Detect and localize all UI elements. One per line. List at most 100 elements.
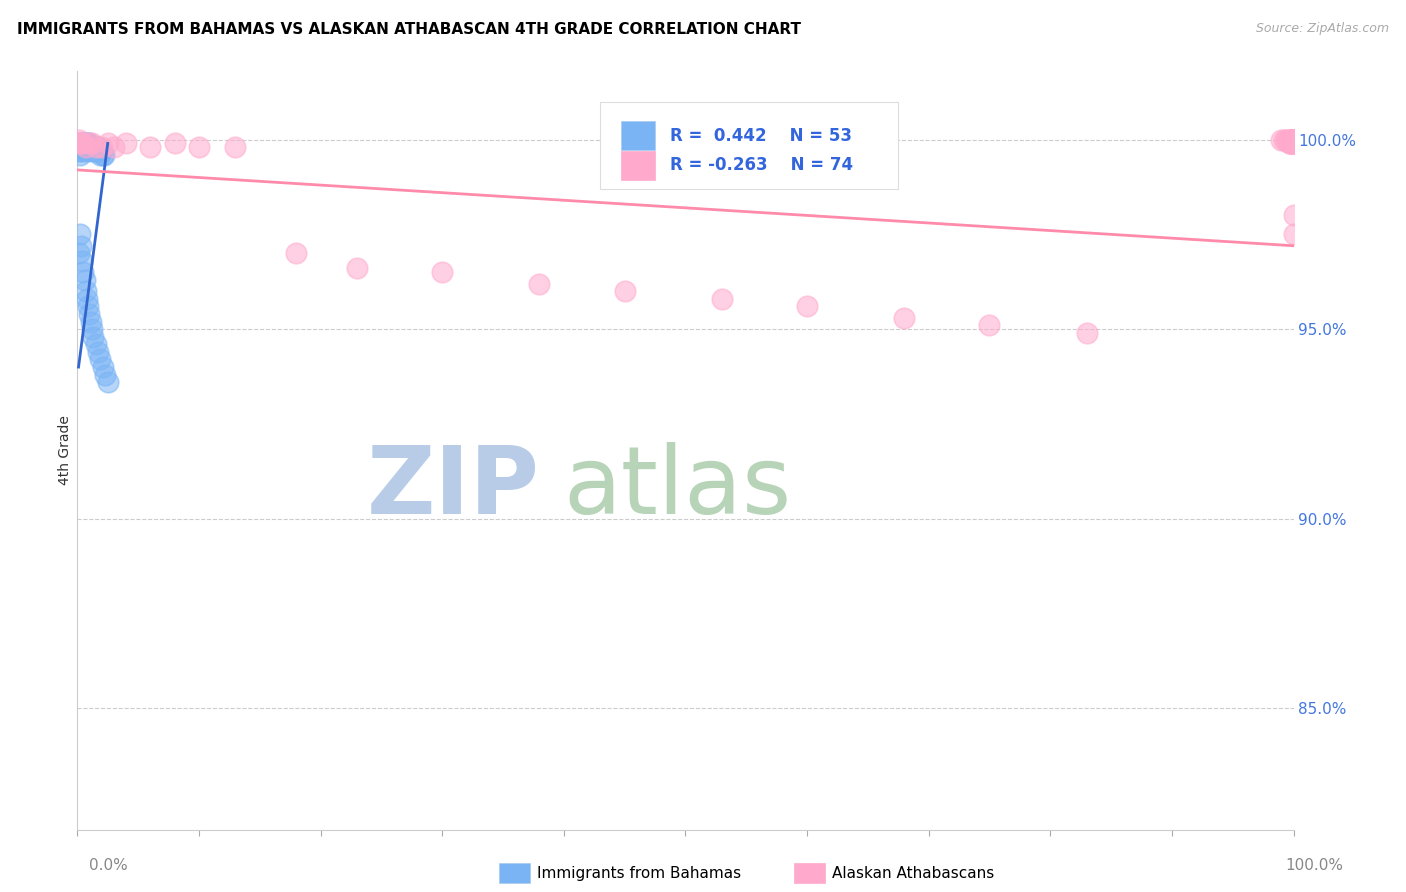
Point — [1277, 132, 1299, 146]
Point — [1281, 132, 1303, 146]
Point — [1282, 208, 1305, 222]
Point — [69, 136, 91, 151]
Point — [82, 144, 104, 158]
Point — [1282, 132, 1305, 146]
Point — [70, 253, 93, 268]
Point — [1279, 136, 1302, 151]
Point — [70, 140, 93, 154]
Point — [79, 136, 101, 151]
Text: IMMIGRANTS FROM BAHAMAS VS ALASKAN ATHABASCAN 4TH GRADE CORRELATION CHART: IMMIGRANTS FROM BAHAMAS VS ALASKAN ATHAB… — [17, 22, 801, 37]
Point — [84, 144, 107, 158]
Point — [710, 292, 733, 306]
Point — [224, 140, 246, 154]
Point — [76, 292, 98, 306]
Point — [67, 246, 90, 260]
Point — [84, 337, 107, 351]
Point — [346, 261, 368, 276]
Point — [75, 140, 97, 154]
Point — [91, 147, 114, 161]
Point — [80, 314, 103, 328]
Point — [1282, 136, 1305, 151]
Text: atlas: atlas — [564, 442, 792, 534]
Point — [67, 140, 90, 154]
Point — [73, 144, 96, 158]
Point — [80, 136, 103, 151]
Point — [430, 265, 453, 279]
Point — [1282, 132, 1305, 146]
Point — [91, 359, 114, 374]
Point — [75, 140, 97, 154]
Point — [75, 136, 97, 151]
Point — [89, 144, 111, 158]
Point — [79, 307, 101, 321]
Point — [90, 140, 112, 154]
Point — [75, 284, 97, 298]
Point — [80, 140, 103, 154]
Point — [80, 322, 103, 336]
Text: Source: ZipAtlas.com: Source: ZipAtlas.com — [1256, 22, 1389, 36]
Point — [97, 375, 120, 389]
Point — [1282, 132, 1305, 146]
FancyBboxPatch shape — [600, 102, 898, 189]
Point — [1282, 136, 1305, 151]
Point — [1282, 136, 1305, 151]
Point — [1282, 132, 1305, 146]
Point — [1282, 132, 1305, 146]
Point — [1282, 132, 1305, 146]
Point — [1282, 132, 1305, 146]
Text: Alaskan Athabascans: Alaskan Athabascans — [832, 866, 994, 880]
Point — [1282, 132, 1305, 146]
Point — [72, 136, 94, 151]
Text: ZIP: ZIP — [367, 442, 540, 534]
Point — [1282, 132, 1305, 146]
Point — [86, 140, 108, 154]
Point — [1282, 132, 1305, 146]
Point — [188, 140, 211, 154]
Point — [76, 140, 98, 154]
Point — [613, 284, 636, 298]
Point — [97, 136, 120, 151]
Point — [529, 277, 551, 291]
Point — [139, 140, 162, 154]
Point — [70, 136, 93, 151]
Point — [1282, 132, 1305, 146]
Point — [1076, 326, 1098, 340]
Point — [796, 299, 818, 313]
Point — [1278, 136, 1301, 151]
Point — [1282, 132, 1305, 146]
Point — [84, 140, 107, 154]
Point — [77, 140, 100, 154]
Point — [70, 136, 93, 151]
Point — [87, 344, 110, 359]
Point — [1282, 136, 1305, 151]
Point — [1282, 132, 1305, 146]
Point — [1282, 132, 1305, 146]
Point — [94, 368, 117, 382]
Point — [1270, 132, 1292, 146]
Point — [1282, 136, 1305, 151]
Point — [67, 132, 90, 146]
Point — [77, 299, 100, 313]
Point — [69, 147, 91, 161]
Point — [77, 144, 100, 158]
Point — [73, 136, 96, 151]
Point — [1279, 132, 1302, 146]
Point — [1281, 136, 1303, 151]
Point — [1282, 136, 1305, 151]
Point — [80, 140, 103, 154]
Point — [1282, 132, 1305, 146]
Point — [70, 144, 93, 158]
Point — [82, 329, 104, 343]
Text: R =  0.442    N = 53: R = 0.442 N = 53 — [669, 127, 852, 145]
Point — [73, 273, 96, 287]
Text: 0.0%: 0.0% — [89, 858, 128, 872]
Point — [69, 227, 91, 242]
Point — [72, 265, 94, 279]
Point — [79, 140, 101, 154]
Point — [103, 140, 125, 154]
Point — [285, 246, 308, 260]
Point — [70, 238, 93, 252]
Point — [1282, 132, 1305, 146]
Point — [1282, 132, 1305, 146]
Point — [1282, 132, 1305, 146]
